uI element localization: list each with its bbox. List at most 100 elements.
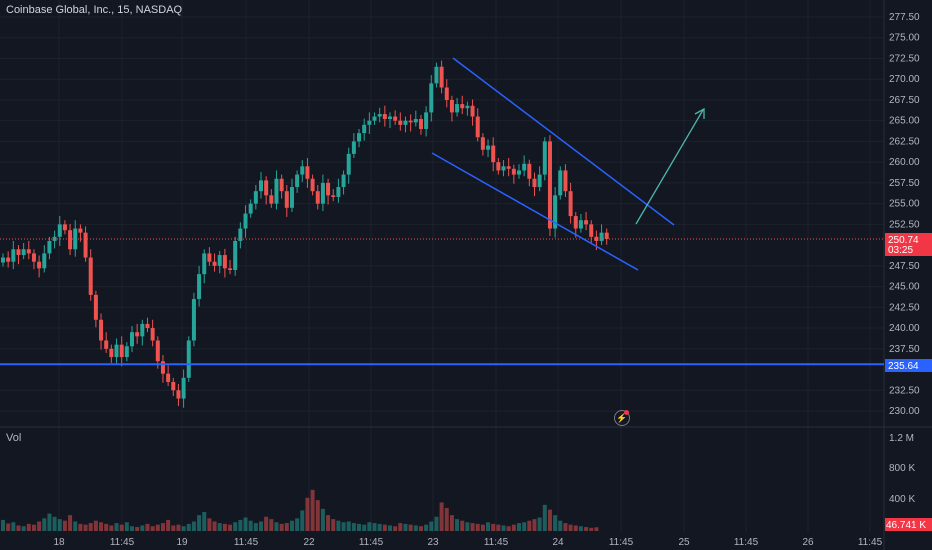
candle-body xyxy=(424,112,429,129)
candle-body xyxy=(470,105,475,117)
time-tick: 24 xyxy=(552,537,564,548)
candle-body xyxy=(233,240,238,270)
candle-body xyxy=(455,104,460,113)
channel-lower-line[interactable] xyxy=(431,152,639,271)
candle-body xyxy=(532,178,537,188)
candle-body xyxy=(398,120,403,125)
volume-bar xyxy=(119,524,124,531)
candle-body xyxy=(310,178,315,192)
candle-body xyxy=(320,182,325,204)
volume-bar xyxy=(568,524,573,531)
candle-body xyxy=(506,166,511,169)
candle-body xyxy=(305,166,310,179)
candle-body xyxy=(578,220,583,229)
candle-body xyxy=(104,340,109,349)
channel-upper-line[interactable] xyxy=(452,57,675,226)
candle-body xyxy=(336,187,341,197)
volume-bar xyxy=(274,522,279,531)
last-volume-value: 46.741 K xyxy=(886,520,926,531)
candle-body xyxy=(594,236,599,241)
candle-body xyxy=(99,319,104,341)
candle-body xyxy=(367,120,372,125)
notification-dot xyxy=(624,410,629,415)
volume-bar xyxy=(372,523,377,531)
candle-body xyxy=(130,332,134,347)
candle-body xyxy=(140,323,145,337)
price-tick: 262.50 xyxy=(889,136,920,147)
volume-bar xyxy=(73,521,78,531)
candle-body xyxy=(160,361,165,374)
volume-bar xyxy=(403,523,408,531)
candle-body xyxy=(176,390,181,399)
lightning-icon[interactable]: ⚡ xyxy=(614,410,630,426)
volume-bar xyxy=(578,526,583,531)
volume-bar xyxy=(413,525,418,531)
candle-body xyxy=(248,203,253,214)
time-tick: 11:45 xyxy=(110,537,135,548)
volume-bar xyxy=(501,525,506,531)
price-tick: 265.00 xyxy=(889,116,920,127)
candle-body xyxy=(42,253,47,269)
candle-body xyxy=(93,294,98,320)
time-tick: 11:45 xyxy=(734,537,759,548)
symbol-title[interactable]: Coinbase Global, Inc., 15, NASDAQ xyxy=(6,4,183,16)
price-tick: 272.50 xyxy=(889,53,920,64)
volume-bar xyxy=(233,522,238,531)
volume-bar xyxy=(527,520,532,531)
horizontal-line-badge: 235.64 xyxy=(885,359,932,372)
candle-body xyxy=(145,323,150,329)
time-scale[interactable]: 18 11:45 19 11:45 22 11:45 23 11:45 24 11:45 25 11:… xyxy=(53,537,882,548)
candle-body xyxy=(166,373,171,382)
volume-label[interactable]: Vol xyxy=(6,432,22,444)
candle-body xyxy=(274,178,279,204)
volume-bar xyxy=(460,520,465,531)
volume-bar xyxy=(444,508,449,531)
time-tick: 26 xyxy=(802,537,814,548)
price-scale[interactable]: 277.50 275.00 272.50 270.00 267.50 265.00 262.… xyxy=(889,12,920,417)
volume-bar xyxy=(186,523,191,531)
volume-bar xyxy=(259,521,263,531)
volume-bar xyxy=(470,523,475,531)
candle-body xyxy=(217,255,222,266)
volume-bar xyxy=(62,520,67,531)
price-tick: 270.00 xyxy=(889,74,920,85)
volume-bar xyxy=(522,522,527,531)
volume-bar xyxy=(150,526,155,531)
candle-body xyxy=(434,66,439,84)
candle-body xyxy=(563,170,568,192)
candle-body xyxy=(228,268,233,270)
candle-body xyxy=(16,249,21,256)
volume-bar xyxy=(207,518,212,531)
volume-bar xyxy=(295,518,300,531)
price-tick: 277.50 xyxy=(889,12,920,23)
price-tick: 232.50 xyxy=(889,385,920,396)
price-tick: 230.00 xyxy=(889,406,920,417)
volume-bar xyxy=(563,523,568,531)
time-tick: 18 xyxy=(53,537,65,548)
volume-bar xyxy=(104,523,109,531)
volume-bar xyxy=(284,523,289,531)
volume-tick: 400 K xyxy=(889,494,915,505)
candle-body xyxy=(449,99,454,113)
volume-bar xyxy=(393,526,398,531)
volume-bar xyxy=(547,509,552,531)
candle-body xyxy=(341,174,346,188)
volume-bar xyxy=(109,525,114,531)
candle-body xyxy=(444,87,449,100)
volume-bar xyxy=(114,523,119,531)
candle-body xyxy=(408,120,413,123)
projection-arrow-icon[interactable] xyxy=(635,107,705,225)
volume-bar xyxy=(124,522,129,531)
volume-bar xyxy=(47,513,52,531)
candle-body xyxy=(517,170,521,175)
volume-bar xyxy=(37,521,42,531)
volume-bar xyxy=(6,523,11,531)
volume-bar xyxy=(243,517,248,531)
volume-scale[interactable]: 1.2 M 800 K 400 K xyxy=(889,433,915,505)
candle-body xyxy=(382,114,387,120)
grid-lines xyxy=(0,0,884,532)
volume-bar xyxy=(68,515,73,531)
volume-bar xyxy=(21,526,26,531)
volume-bar xyxy=(367,522,372,531)
